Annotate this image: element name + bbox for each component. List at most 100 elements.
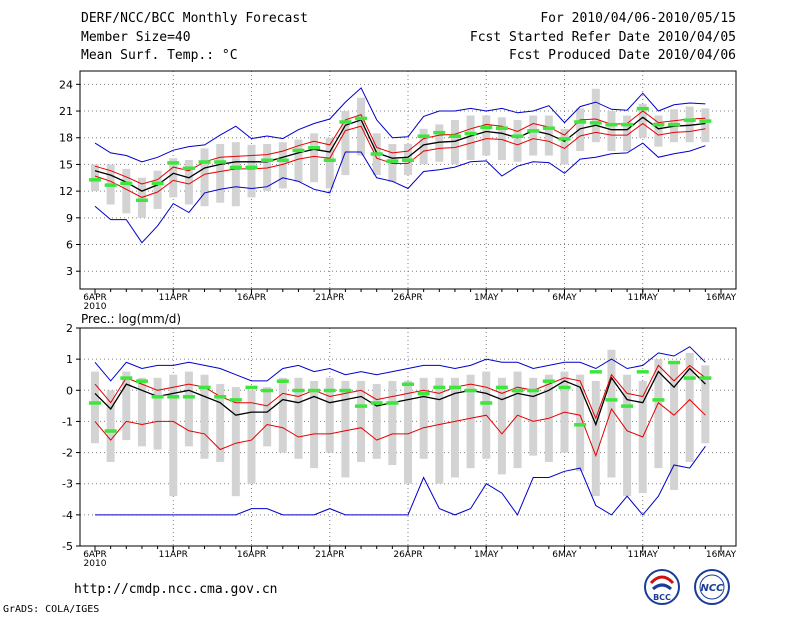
temperature-observed-mark bbox=[104, 183, 117, 187]
temperature-observed-mark bbox=[495, 126, 508, 130]
temperature-spread-box bbox=[325, 137, 334, 189]
precipitation-spread-box bbox=[404, 380, 412, 484]
precipitation-observed-mark bbox=[527, 388, 540, 393]
temperature-spread-box bbox=[623, 115, 632, 152]
temperature-spread-box bbox=[482, 115, 491, 156]
temperature-ytick-label: 9 bbox=[66, 212, 73, 225]
precipitation-xtick-label: 6MAY bbox=[552, 550, 577, 560]
precipitation-observed-mark bbox=[480, 401, 493, 405]
temperature-spread-box bbox=[153, 170, 162, 209]
precipitation-spread-box bbox=[591, 380, 600, 497]
temperature-spread-box bbox=[450, 119, 459, 165]
temperature-ytick-label: 3 bbox=[66, 265, 73, 278]
precipitation-observed-mark bbox=[182, 395, 195, 399]
precipitation-spread-box bbox=[122, 371, 131, 441]
precipitation-xtick-label: 21APR bbox=[315, 550, 344, 560]
precipitation-lower-line bbox=[94, 398, 706, 458]
member-size-label: Member Size=40 bbox=[81, 30, 191, 45]
precipitation-spread-box bbox=[623, 374, 632, 497]
precipitation-spread-box bbox=[294, 377, 303, 459]
precipitation-spread-box bbox=[466, 374, 475, 469]
temperature-xtick-label: 1MAY bbox=[474, 293, 499, 303]
temperature-observed-mark bbox=[182, 166, 195, 170]
precipitation-spread-box bbox=[200, 374, 209, 459]
temperature-xtick-label: 6APR bbox=[83, 293, 107, 303]
precipitation-spread-box bbox=[137, 377, 146, 447]
precipitation-spread-box bbox=[419, 377, 428, 459]
temperature-xtick-label: 16APR bbox=[237, 293, 266, 303]
precipitation-max-line bbox=[94, 346, 706, 382]
temperature-spread-box bbox=[169, 158, 178, 198]
precipitation-xtick-label: 1MAY bbox=[474, 550, 499, 560]
temperature-xtick-label: 11APR bbox=[159, 293, 188, 303]
precipitation-observed-mark bbox=[120, 376, 133, 380]
temperature-spread-box bbox=[466, 115, 475, 160]
precipitation-xtick-label: 11MAY bbox=[628, 550, 659, 560]
precipitation-xtick-year: 2010 bbox=[84, 559, 107, 569]
temperature-spread-box bbox=[607, 111, 616, 152]
temperature-spread-box bbox=[591, 88, 600, 143]
temperature-spread-box bbox=[529, 115, 538, 156]
ncc-logo: NCC bbox=[694, 569, 730, 605]
temperature-ytick-label: 12 bbox=[59, 185, 73, 198]
precipitation-spread-box bbox=[654, 359, 663, 469]
precipitation-spread-box bbox=[325, 377, 334, 453]
precipitation-spread-box bbox=[341, 380, 350, 478]
precipitation-observed-mark bbox=[245, 385, 258, 390]
temperature-observed-mark bbox=[402, 158, 414, 162]
precipitation-ytick-label: -3 bbox=[62, 478, 73, 491]
start-date: Fcst Started Refer Date 2010/04/05 bbox=[469, 30, 736, 45]
temperature-observed-mark bbox=[621, 122, 634, 127]
temperature-observed-mark bbox=[198, 160, 211, 164]
precipitation-spread-box bbox=[357, 380, 366, 462]
precipitation-observed-mark bbox=[495, 385, 508, 390]
temperature-observed-mark bbox=[448, 134, 461, 138]
temperature-spread-box bbox=[231, 142, 240, 207]
precipitation-observed-mark bbox=[574, 423, 587, 427]
temperature-observed-mark bbox=[511, 134, 524, 138]
precipitation-spread-box bbox=[216, 384, 225, 462]
temperature-observed-mark bbox=[605, 122, 618, 127]
precipitation-observed-mark bbox=[558, 385, 571, 390]
precipitation-spread-box bbox=[247, 390, 256, 484]
temperature-spread-box bbox=[576, 108, 585, 152]
temperature-observed-mark bbox=[652, 122, 665, 127]
temperature-observed-mark bbox=[386, 159, 399, 163]
source-url[interactable]: http://cmdp.ncc.cma.gov.cn bbox=[74, 582, 278, 597]
temperature-observed-mark bbox=[135, 198, 148, 203]
precipitation-observed-mark bbox=[589, 370, 602, 374]
precipitation-observed-mark bbox=[668, 360, 681, 365]
temperature-spread-box bbox=[310, 133, 319, 183]
temperature-observed-mark bbox=[433, 130, 446, 135]
produced-date: Fcst Produced Date 2010/04/06 bbox=[509, 48, 736, 63]
precipitation-observed-mark bbox=[605, 398, 618, 402]
temperature-spread-box bbox=[435, 124, 444, 162]
bcc-logo: BCC bbox=[644, 569, 680, 605]
precipitation-spread-box bbox=[372, 384, 381, 459]
precipitation-observed-mark bbox=[621, 404, 634, 408]
precipitation-ytick-label: -2 bbox=[62, 447, 73, 460]
temperature-spread-box bbox=[91, 164, 99, 192]
precipitation-spread-box bbox=[497, 377, 506, 475]
temperature-spread-box bbox=[216, 143, 225, 203]
temperature-spread-box bbox=[122, 168, 131, 214]
logos: BCC NCC bbox=[644, 569, 730, 605]
temperature-spread-box bbox=[294, 139, 303, 183]
temperature-spread-box bbox=[701, 108, 710, 143]
temperature-xtick-label: 21APR bbox=[315, 293, 344, 303]
precipitation-ytick-label: 1 bbox=[66, 353, 73, 366]
temperature-observed-mark bbox=[558, 137, 571, 141]
temperature-observed-mark bbox=[480, 125, 493, 130]
precipitation-observed-mark bbox=[417, 391, 430, 396]
temperature-observed-mark bbox=[89, 178, 101, 182]
precipitation-observed-mark bbox=[339, 388, 352, 393]
precipitation-observed-mark bbox=[104, 429, 117, 433]
temperature-spread-box bbox=[654, 115, 663, 147]
temperature-observed-mark bbox=[214, 160, 227, 164]
precipitation-observed-mark bbox=[511, 388, 524, 393]
temperature-observed-mark bbox=[683, 118, 696, 122]
precipitation-min-line bbox=[95, 446, 706, 516]
temperature-spread-box bbox=[685, 106, 694, 143]
precipitation-observed-mark bbox=[402, 382, 414, 387]
precipitation-spread-box bbox=[701, 365, 710, 444]
